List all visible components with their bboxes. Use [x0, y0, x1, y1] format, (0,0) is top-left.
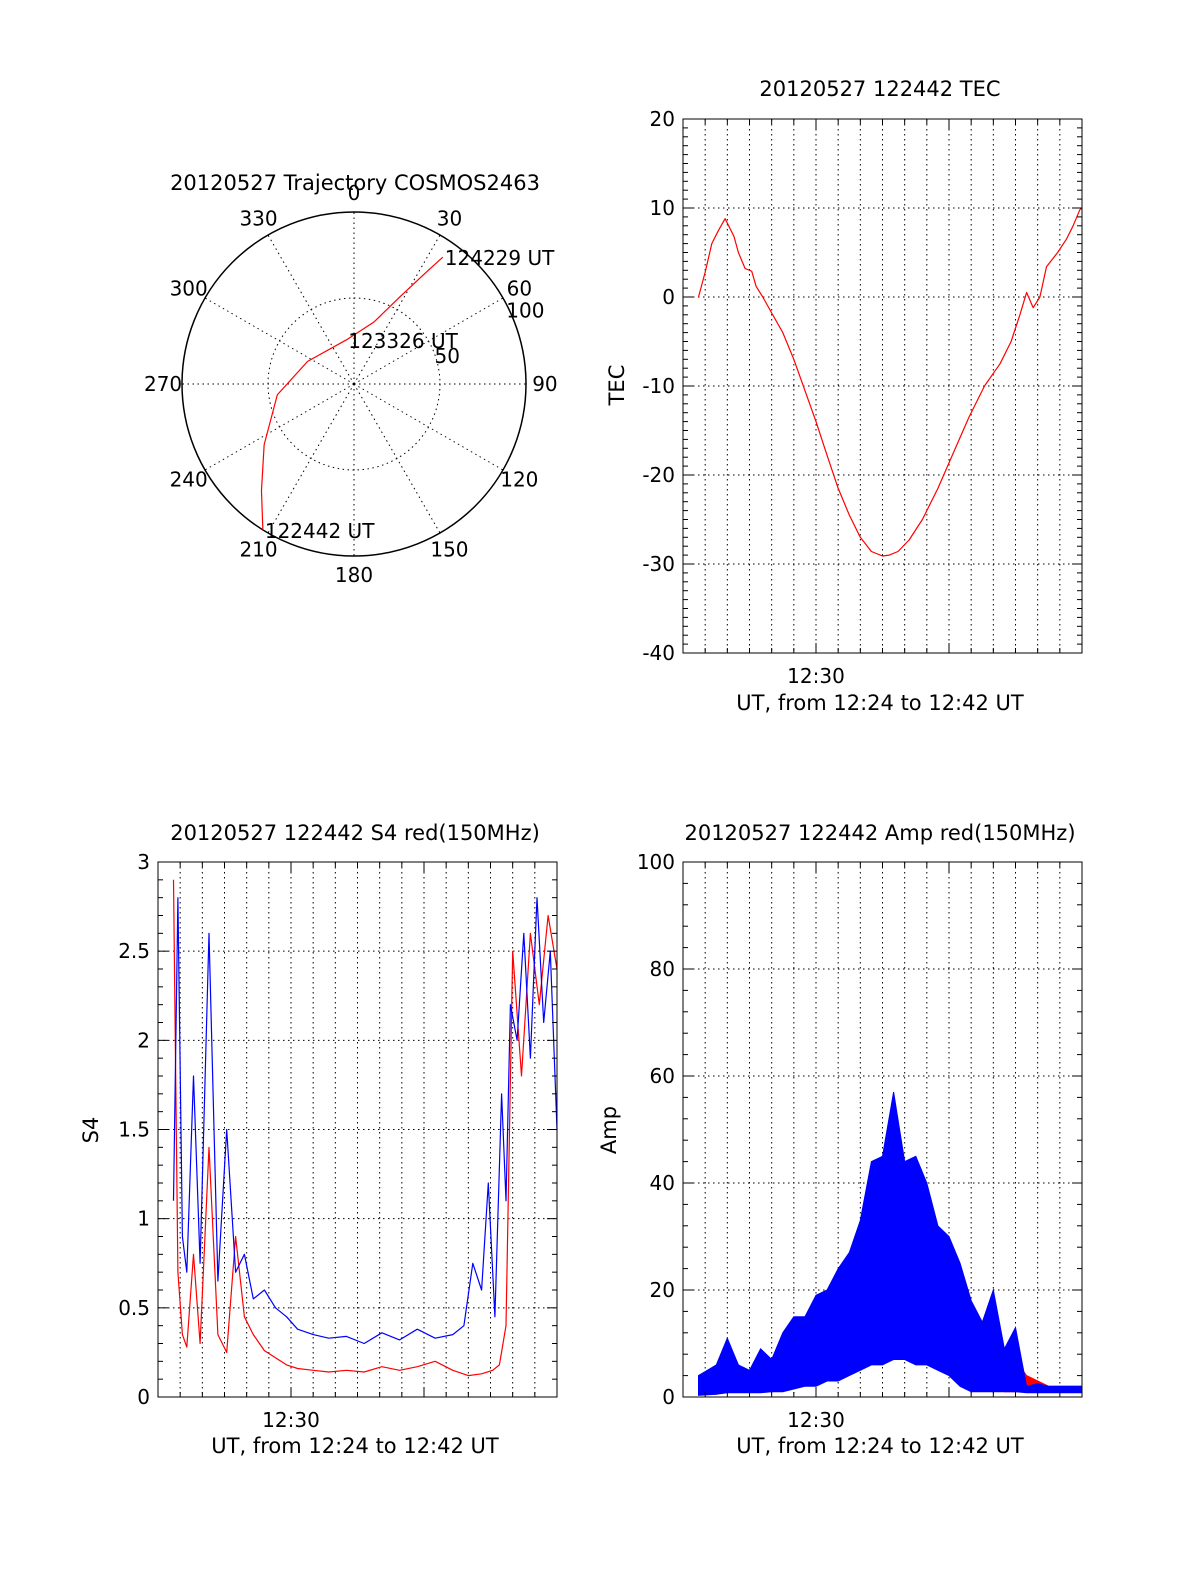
tec-xtick-label: 12:30 — [787, 664, 845, 688]
tec-ytick-label: -10 — [642, 374, 675, 398]
s4-ytick-label: 0.5 — [118, 1296, 150, 1320]
polar-trajectory-plot: 20120527 Trajectory COSMOS2463 030609012… — [144, 171, 558, 587]
trajectory-line — [260, 256, 444, 530]
azimuth-label: 90 — [532, 372, 557, 396]
amp-ytick-label: 80 — [650, 957, 675, 981]
amp-x-axis-label: UT, from 12:24 to 12:42 UT — [736, 1434, 1024, 1458]
tec-axes: -40 -30 -20 -10 0 10 20 12:30 — [642, 107, 1083, 688]
s4-xtick-label: 12:30 — [262, 1408, 320, 1432]
tec-series-0 — [697, 207, 1083, 557]
amp-ytick-label: 100 — [637, 850, 675, 874]
tec-y-axis-label: TEC — [605, 365, 629, 407]
polar-spoke — [267, 234, 355, 385]
amp-axes: 0 20 40 60 80 100 12:30 — [637, 850, 1083, 1432]
amp-xtick-label: 12:30 — [787, 1408, 845, 1432]
azimuth-label: 270 — [144, 372, 182, 396]
tec-ytick-label: -40 — [642, 641, 675, 665]
amp-chart: 20120527 122442 Amp red(150MHz) 0 20 40 60 8… — [597, 821, 1083, 1458]
amp-y-axis-label: Amp — [597, 1106, 621, 1154]
tec-ytick-label: -20 — [642, 463, 675, 487]
s4-series-1 — [172, 897, 558, 1345]
tec-ytick-label: 10 — [650, 196, 675, 220]
tec-grid — [683, 119, 1082, 653]
amp-ytick-label: 20 — [650, 1278, 675, 1302]
tec-chart-title: 20120527 122442 TEC — [759, 77, 1000, 101]
azimuth-label: 330 — [239, 207, 277, 231]
polar-spoke — [353, 383, 441, 534]
polar-grid — [181, 211, 527, 557]
s4-chart: 20120527 122442 S4 red(150MHz) 0 0.5 1 1.5 2… — [79, 821, 558, 1458]
amp-ytick-label: 60 — [650, 1064, 675, 1088]
polar-spoke — [353, 297, 504, 385]
tec-chart: 20120527 122442 TEC -40 -30 -20 -10 0 10 20 12:… — [605, 77, 1083, 715]
s4-ytick-label: 2 — [137, 1028, 150, 1052]
trajectory-time-label: 122442 UT — [265, 519, 375, 543]
tec-ytick-label: -30 — [642, 552, 675, 576]
s4-chart-title: 20120527 122442 S4 red(150MHz) — [170, 821, 540, 845]
s4-ytick-label: 1 — [137, 1207, 150, 1231]
s4-axes: 0 0.5 1 1.5 2 2.5 3 12:30 — [118, 850, 558, 1432]
tec-ytick-label: 0 — [662, 285, 675, 309]
tec-x-axis-label: UT, from 12:24 to 12:42 UT — [736, 691, 1024, 715]
azimuth-label: 30 — [437, 207, 462, 231]
amp-series — [698, 1091, 1083, 1396]
polar-spoke — [353, 383, 504, 471]
azimuth-label: 60 — [507, 277, 532, 301]
trajectory-time-label: 123326 UT — [348, 329, 458, 353]
s4-x-axis-label: UT, from 12:24 to 12:42 UT — [211, 1434, 499, 1458]
s4-y-axis-label: S4 — [79, 1117, 103, 1144]
amp-ytick-label: 40 — [650, 1171, 675, 1195]
amp-chart-title: 20120527 122442 Amp red(150MHz) — [684, 821, 1075, 845]
elevation-label: 50 — [434, 344, 459, 368]
s4-series — [172, 879, 558, 1377]
azimuth-label: 210 — [239, 537, 277, 561]
s4-series-0 — [172, 879, 558, 1377]
tec-ytick-label: 20 — [650, 107, 675, 131]
s4-ytick-label: 3 — [137, 850, 150, 874]
polar-spoke — [267, 383, 355, 534]
polar-annotations: 124229 UT 123326 UT 122442 UT — [265, 246, 555, 543]
polar-series — [260, 256, 444, 530]
azimuth-label: 180 — [335, 563, 373, 587]
azimuth-label: 120 — [500, 467, 538, 491]
amp-ytick-label: 0 — [662, 1385, 675, 1409]
amp-series-1 — [698, 1091, 1083, 1396]
elevation-labels: 50 100 — [434, 299, 544, 368]
elevation-label: 100 — [506, 299, 544, 323]
polar-spoke — [204, 383, 355, 471]
azimuth-labels: 0 30 60 90 120 150 180 210 240 270 300 330 — [144, 181, 558, 587]
trajectory-time-label: 124229 UT — [445, 246, 555, 270]
s4-ytick-label: 0 — [137, 1385, 150, 1409]
azimuth-label: 240 — [170, 467, 208, 491]
azimuth-label: 150 — [430, 537, 468, 561]
polar-outer-circle — [181, 211, 527, 557]
polar-chart-title: 20120527 Trajectory COSMOS2463 — [170, 171, 540, 195]
azimuth-label: 0 — [348, 181, 361, 205]
polar-spoke — [204, 297, 355, 385]
s4-ytick-label: 2.5 — [118, 939, 150, 963]
polar-spoke — [353, 234, 441, 385]
s4-ytick-label: 1.5 — [118, 1118, 150, 1142]
s4-grid — [158, 862, 557, 1397]
tec-series — [697, 207, 1083, 557]
azimuth-label: 300 — [170, 277, 208, 301]
